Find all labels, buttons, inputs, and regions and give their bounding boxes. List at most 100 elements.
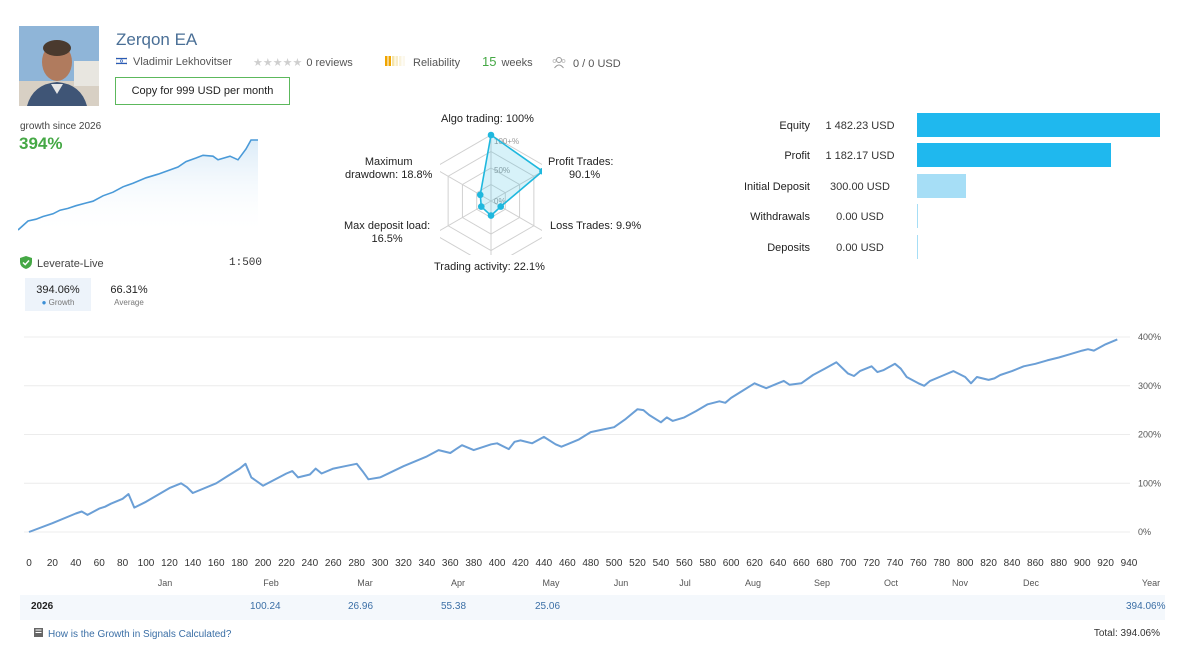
radar-label-deposit-load: Max deposit load: 16.5% xyxy=(344,220,430,246)
year-total-value[interactable]: 394.06% xyxy=(1126,601,1166,612)
x-tick-label: 100 xyxy=(138,558,155,569)
radar-dd-line1: Maximum xyxy=(364,156,413,168)
copy-subscribe-button[interactable]: Copy for 999 USD per month xyxy=(115,77,290,105)
balance-label-2: Initial Deposit xyxy=(743,180,810,193)
x-tick-label: 200 xyxy=(255,558,272,569)
balance-value-4: 0.00 USD xyxy=(836,241,884,254)
year-label: 2026 xyxy=(31,601,54,612)
x-tick-label: 60 xyxy=(94,558,106,569)
growth-percent: 394% xyxy=(19,134,63,153)
radar-label-profit: Profit Trades: 90.1% xyxy=(548,156,613,182)
radar-profit-line1: Profit Trades: xyxy=(548,156,614,168)
year-row xyxy=(20,595,1165,620)
radar-tick-0: 0% xyxy=(494,197,506,206)
x-tick-label: 800 xyxy=(957,558,974,569)
weeks: 15 weeks xyxy=(482,54,533,69)
balance-bar-3 xyxy=(917,204,918,229)
month-value-may[interactable]: 25.06 xyxy=(535,601,561,612)
y-tick-label: 200% xyxy=(1138,430,1161,440)
x-tick-label: 780 xyxy=(933,558,950,569)
x-tick-label: 480 xyxy=(582,558,599,569)
rating[interactable]: ★★★★★ 0 reviews xyxy=(253,56,353,70)
reliability[interactable]: Reliability xyxy=(385,56,460,69)
verified-shield-icon xyxy=(20,256,32,272)
balance-label-0: Equity xyxy=(779,120,810,132)
x-tick-label: 380 xyxy=(465,558,482,569)
radar-chart: 100+% 50% 0% xyxy=(440,131,542,255)
x-tick-label: 860 xyxy=(1027,558,1044,569)
subscribers[interactable]: 0 / 0 USD xyxy=(552,56,621,72)
x-tick-label: 560 xyxy=(676,558,693,569)
balance-value-3: 0.00 USD xyxy=(836,211,884,224)
tab-average-value: 66.31% xyxy=(110,284,148,296)
total-growth: Total: 394.06% xyxy=(1093,628,1160,639)
subscribers-icon xyxy=(552,56,566,72)
x-tick-label: 460 xyxy=(559,558,576,569)
month-value-mar[interactable]: 26.96 xyxy=(348,601,374,612)
author-avatar[interactable] xyxy=(19,26,99,106)
help-link[interactable]: How is the Growth in Signals Calculated? xyxy=(34,628,231,640)
y-tick-label: 0% xyxy=(1138,527,1151,537)
balance-value-1: 1 182.17 USD xyxy=(825,150,895,163)
weeks-label: weeks xyxy=(501,57,533,69)
book-icon xyxy=(34,628,43,640)
x-tick-label: 180 xyxy=(231,558,248,569)
growth-chart[interactable]: 400% 300% 200% 100% 0% 0 20 40 60 80 100 120 140 160 1… xyxy=(0,325,1200,595)
tab-growth-value: 394.06% xyxy=(36,284,80,296)
x-tick-label: 740 xyxy=(887,558,904,569)
month-label: Feb xyxy=(263,578,279,588)
x-tick-label: 700 xyxy=(840,558,857,569)
author-row[interactable]: Vladimir Lekhovitser xyxy=(115,56,232,68)
x-tick-label: 640 xyxy=(770,558,787,569)
balance-panel: Equity 1 482.23 USD Profit 1 182.17 USD Init… xyxy=(710,113,1170,263)
x-tick-label: 340 xyxy=(419,558,436,569)
reliability-bars-icon xyxy=(385,56,407,69)
radar-dd-line2: drawdown: 18.8% xyxy=(345,169,433,181)
x-tick-label: 360 xyxy=(442,558,459,569)
tab-growth-label: Growth xyxy=(48,298,75,307)
month-value-feb[interactable]: 100.24 xyxy=(250,601,281,612)
radar-point-activity xyxy=(487,212,495,219)
x-tick-label: 300 xyxy=(372,558,389,569)
mini-growth-chart xyxy=(18,139,258,235)
x-tick-label: 820 xyxy=(980,558,997,569)
server-name: Leverate-Live xyxy=(37,258,104,270)
tab-growth-label-row: ● Growth xyxy=(41,298,75,307)
x-tick-label: 140 xyxy=(184,558,201,569)
reviews-count: 0 reviews xyxy=(306,56,353,69)
radar-deposit-line1: Max deposit load: xyxy=(344,220,431,232)
x-tick-label: 940 xyxy=(1121,558,1138,569)
y-tick-label: 100% xyxy=(1138,478,1161,488)
balance-bar-0 xyxy=(917,113,1160,137)
radar-label-loss: Loss Trades: 9.9% xyxy=(550,220,642,232)
radar-point-deposit-load xyxy=(477,203,485,210)
month-value-apr[interactable]: 55.38 xyxy=(441,601,467,612)
x-tick-label: 20 xyxy=(47,558,59,569)
signal-title[interactable]: Zerqon EA xyxy=(116,30,198,49)
x-tick-label: 580 xyxy=(699,558,716,569)
tab-average[interactable]: 66.31% Average xyxy=(96,278,162,311)
x-tick-label: 680 xyxy=(816,558,833,569)
broker-server[interactable]: Leverate-Live xyxy=(20,256,104,272)
radar-label-algo: Algo trading: 100% xyxy=(441,113,534,125)
radar-label-drawdown: Maximum drawdown: 18.8% xyxy=(345,156,432,182)
x-tick-label: 840 xyxy=(1004,558,1021,569)
mini-growth-area xyxy=(18,140,258,235)
month-label: Jul xyxy=(679,578,691,588)
balance-label-4: Deposits xyxy=(767,241,810,254)
x-tick-label: 420 xyxy=(512,558,529,569)
balance-label-3: Withdrawals xyxy=(750,211,810,224)
radar-deposit-line2: 16.5% xyxy=(371,233,403,245)
balance-value-2: 300.00 USD xyxy=(830,180,890,193)
x-tick-label: 540 xyxy=(653,558,670,569)
x-tick-label: 240 xyxy=(302,558,319,569)
month-label: May xyxy=(542,578,560,588)
radar-tick-100: 100+% xyxy=(494,137,519,146)
month-label: Apr xyxy=(451,578,465,588)
balance-bar-4 xyxy=(917,234,918,259)
tab-growth[interactable]: 394.06% ● Growth xyxy=(25,278,91,311)
leverage-value: 1:500 xyxy=(229,257,263,269)
radar-tick-50: 50% xyxy=(494,166,510,175)
month-label: Aug xyxy=(745,578,761,588)
month-label: Jun xyxy=(614,578,629,588)
